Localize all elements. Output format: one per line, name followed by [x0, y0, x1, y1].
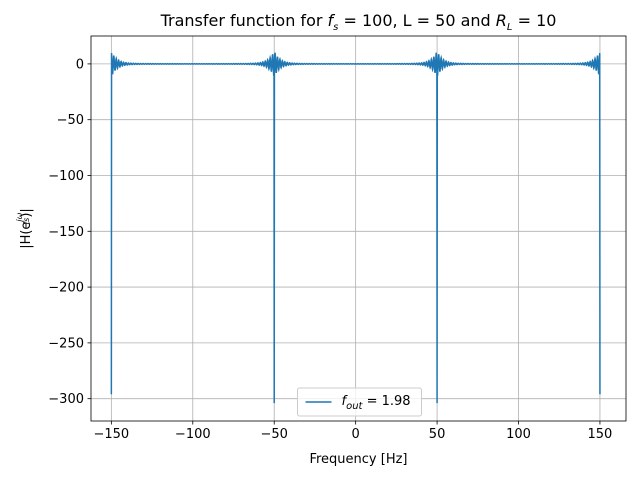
series-layer	[110, 52, 601, 404]
y-tick-label: −300	[48, 392, 84, 407]
x-tick-label: 50	[429, 427, 446, 442]
x-axis-label: Frequency [Hz]	[309, 452, 407, 467]
grid	[91, 36, 626, 421]
legend-box	[297, 387, 422, 417]
legend-label: fout = 1.98	[342, 394, 411, 412]
x-tick-label: −100	[175, 427, 211, 442]
y-tick-label: −100	[48, 169, 84, 184]
x-tick-label: 0	[352, 427, 360, 442]
x-tick-label: 150	[588, 427, 613, 442]
y-tick-label: 0	[76, 57, 84, 72]
y-tick-label: −250	[48, 336, 84, 351]
y-tick-label: −150	[48, 225, 84, 240]
plot-frame	[90, 35, 627, 422]
x-tick-label: −50	[261, 427, 288, 442]
ticks: −150 −100 −50 0 50 100 150 0 −50 −100 −150 −200 −250…	[48, 57, 612, 442]
series-line	[110, 52, 601, 404]
legend: fout = 1.98	[297, 387, 422, 417]
y-axis-label: |H(ejωfs)|	[15, 208, 34, 249]
chart-title: Transfer function for fs = 100, L = 50 a…	[160, 11, 557, 33]
x-tick-label: 100	[506, 427, 531, 442]
y-tick-label: −50	[57, 113, 84, 128]
x-tick-label: −150	[93, 427, 129, 442]
y-tick-label: −200	[48, 281, 84, 296]
